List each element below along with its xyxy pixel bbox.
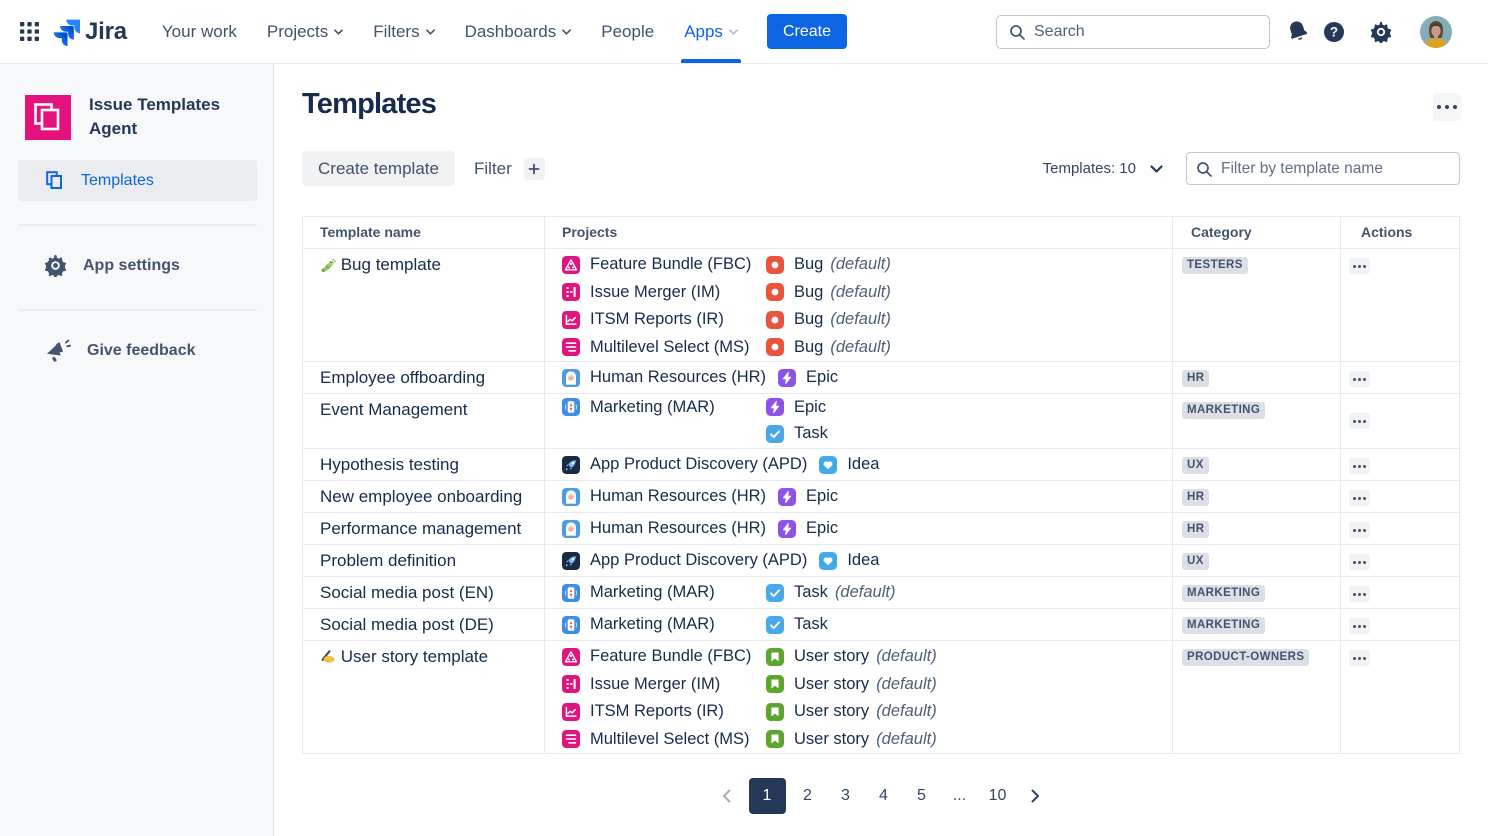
- svg-text:?: ?: [1330, 24, 1338, 39]
